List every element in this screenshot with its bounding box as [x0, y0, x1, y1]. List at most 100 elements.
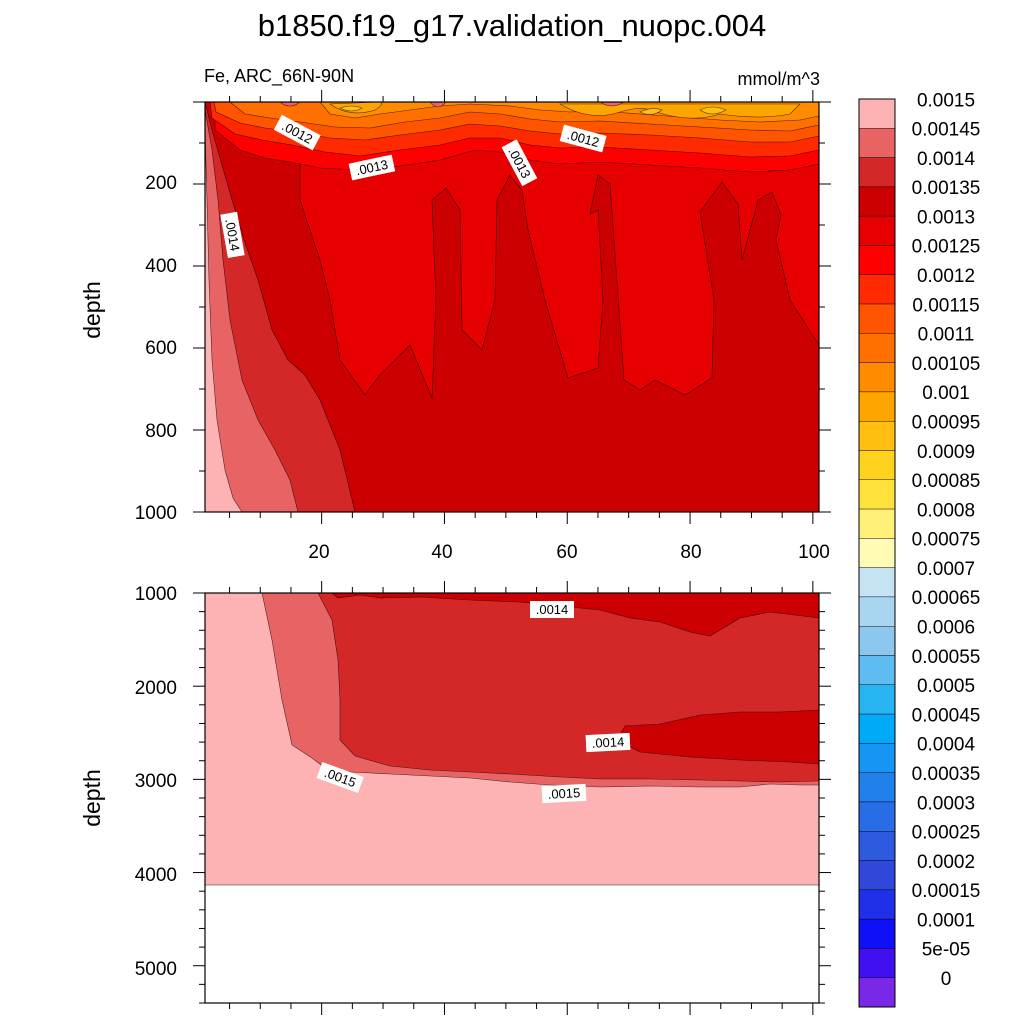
contour-label-0014c: .0014: [591, 734, 624, 751]
colorbar-swatch: [858, 889, 896, 920]
colorbar-label: 0.00055: [912, 647, 981, 668]
colorbar-label: 0.0014: [917, 149, 976, 170]
colorbar-label: 0.00075: [912, 530, 981, 551]
subtitle-right: mmol/m^3: [738, 69, 820, 89]
colorbar-label: 0.0006: [917, 618, 975, 639]
bottom-y-tick-1000: 1000: [135, 584, 177, 605]
top-y-tick-1000: 1000: [135, 503, 177, 524]
colorbar-label: 0.001: [922, 383, 970, 404]
colorbar-label: 0.00115: [912, 295, 979, 316]
colorbar-swatch: [858, 713, 896, 744]
top-contour-labels: .0012 .0013 .0013 .0012 .0014: [220, 114, 607, 259]
colorbar-swatch: [858, 508, 896, 539]
colorbar-swatch: [858, 684, 896, 715]
colorbar-frame: [858, 98, 896, 1008]
colorbar-swatch: [858, 420, 896, 451]
colorbar-swatch: [858, 274, 896, 305]
colorbar-label: 0: [941, 969, 952, 990]
colorbar-swatch: [858, 538, 896, 568]
colorbar-label: 0.00035: [912, 764, 981, 785]
colorbar-label: 0.00025: [912, 823, 981, 844]
colorbar-swatch: [858, 245, 896, 275]
colorbar-swatch: [858, 772, 896, 803]
top-y-tick-400: 400: [145, 256, 177, 277]
colorbar-label: 0.0003: [917, 793, 975, 814]
colorbar-swatch: [858, 860, 896, 891]
colorbar-swatch: [858, 157, 896, 188]
colorbar-label: 0.0015: [917, 90, 975, 111]
colorbar-swatch: [858, 977, 896, 1008]
bottom-band-00135-lower: [616, 709, 819, 765]
x-tick-100: 100: [798, 542, 830, 563]
contour-label-0014b: .0014: [536, 602, 569, 617]
colorbar-swatch: [858, 596, 896, 627]
colorbar-swatch: [858, 186, 896, 217]
top-y-tick-600: 600: [145, 338, 177, 359]
band-00095: [339, 105, 727, 115]
band-0015: [205, 129, 243, 512]
top-panel: .0012 .0013 .0013 .0012 .0014 200 40: [79, 90, 831, 563]
bottom-y-tick-3000: 3000: [135, 771, 177, 792]
colorbar-swatch: [858, 743, 896, 773]
colorbar-swatch: [858, 948, 896, 978]
colorbar-label: 0.00095: [912, 412, 981, 433]
band-0013: [299, 102, 819, 399]
bottom-y-axis-label: depth: [79, 769, 105, 827]
colorbar-label: 0.00015: [912, 881, 981, 902]
colorbar-label: 0.00125: [912, 237, 981, 258]
colorbar: 0.0015 0.00145 0.0014 0.00135 0.0013 0.00125 0…: [858, 90, 981, 1008]
top-y-tick-labels: 200 400 600 800 1000: [135, 173, 177, 524]
colorbar-label: 0.0002: [917, 852, 975, 873]
colorbar-swatch: [858, 391, 896, 422]
colorbar-swatch: [858, 567, 896, 598]
x-tick-20: 20: [308, 542, 329, 563]
x-tick-40: 40: [431, 542, 452, 563]
contour-label-0013a: .0013: [354, 157, 389, 178]
colorbar-swatch: [858, 626, 896, 656]
top-y-axis-label: depth: [79, 281, 105, 339]
colorbar-swatch: [858, 303, 896, 334]
bottom-axis-ticks: [193, 581, 831, 1015]
colorbar-label: 0.00105: [912, 354, 981, 375]
bottom-y-tick-2000: 2000: [135, 678, 177, 699]
colorbar-label: 0.0005: [917, 676, 975, 697]
colorbar-label: 0.0013: [917, 207, 975, 228]
colorbar-label: 5e-05: [922, 940, 971, 961]
top-y-tick-200: 200: [145, 173, 177, 194]
x-tick-60: 60: [556, 542, 577, 563]
colorbar-swatch: [858, 450, 896, 480]
colorbar-swatch: [858, 479, 896, 510]
chart-title: b1850.f19_g17.validation_nuopc.004: [258, 8, 767, 43]
colorbar-label: 0.0001: [917, 910, 975, 931]
colorbar-label: 0.00135: [912, 178, 981, 199]
bottom-contour-labels: .0014 .0014 .0015 .0015: [316, 601, 631, 804]
colorbar-label: 0.0007: [917, 559, 975, 580]
colorbar-label: 0.0012: [917, 266, 975, 287]
colorbar-swatch: [858, 801, 896, 832]
bottom-y-tick-5000: 5000: [135, 959, 177, 980]
colorbar-swatch: [858, 918, 896, 949]
colorbar-swatch: [858, 215, 896, 246]
bottom-y-tick-4000: 4000: [135, 865, 177, 886]
colorbar-label: 0.0011: [918, 325, 975, 346]
colorbar-swatch: [858, 655, 896, 686]
colorbar-label: 0.0009: [917, 442, 975, 463]
bottom-y-tick-labels: 1000 2000 3000 4000 5000: [135, 584, 177, 980]
x-tick-80: 80: [680, 542, 701, 563]
colorbar-label: 0.00065: [912, 588, 981, 609]
bottom-band-00135-upper: [331, 593, 819, 637]
colorbar-swatch: [858, 831, 896, 861]
subtitle-left: Fe, ARC_66N-90N: [204, 66, 354, 87]
contour-label-0014a: .0014: [222, 218, 242, 253]
colorbar-label: 0.00045: [912, 705, 981, 726]
colorbar-swatch: [858, 98, 896, 129]
colorbar-label: 0.0004: [917, 735, 976, 756]
colorbar-label: 0.00085: [912, 471, 981, 492]
colorbar-swatch: [858, 362, 896, 393]
band-00145: [205, 109, 299, 512]
top-axis-ticks: [193, 90, 831, 524]
top-y-tick-800: 800: [145, 421, 177, 442]
colorbar-label: 0.0008: [917, 500, 975, 521]
top-x-tick-labels: 20 40 60 80 100: [308, 542, 829, 563]
